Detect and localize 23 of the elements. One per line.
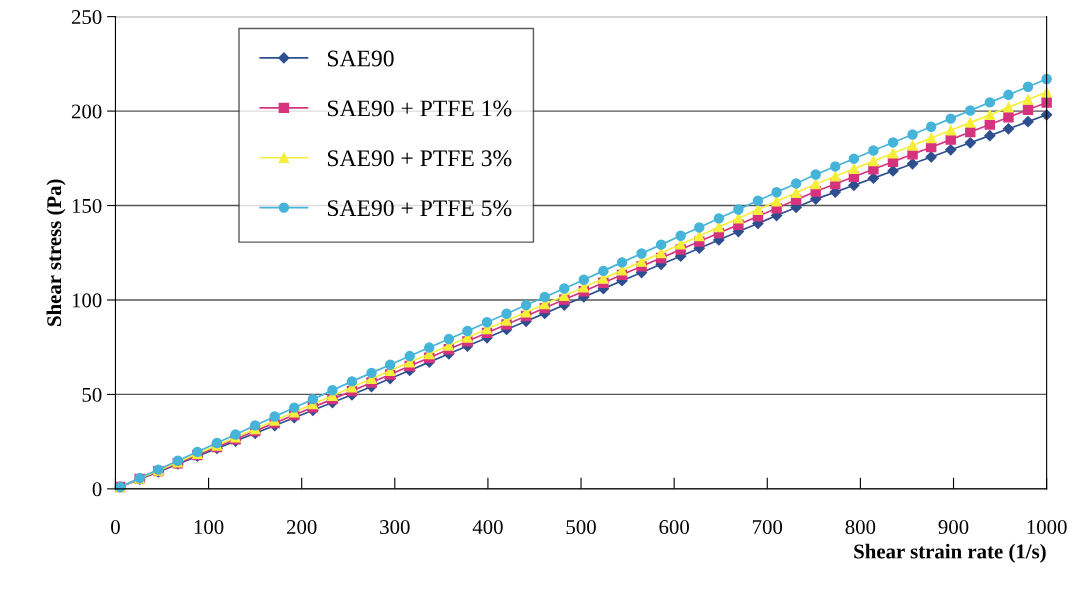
legend-label: SAE90 + PTFE 1% — [327, 100, 512, 117]
x-tick-label: 100 — [194, 520, 224, 535]
x-tick-label: 1000 — [1027, 520, 1067, 535]
x-tick-label: 400 — [472, 520, 503, 535]
x-tick-label: 600 — [659, 520, 689, 535]
x-tick-label: 200 — [286, 520, 317, 535]
x-tick-label: 700 — [753, 520, 783, 535]
legend-label: SAE90 + PTFE 3% — [327, 150, 512, 167]
x-tick-label: 500 — [566, 520, 596, 535]
y-tick-label: 0 — [92, 482, 102, 497]
x-tick-label: 900 — [938, 520, 969, 535]
y-tick-label: 250 — [71, 10, 102, 25]
y-tick-label: 150 — [72, 198, 102, 213]
legend-label: SAE90 + PTFE 5% — [327, 200, 512, 217]
legend-label: SAE90 — [327, 50, 394, 67]
x-tick-label: 800 — [845, 520, 876, 535]
y-tick-label: 100 — [72, 293, 102, 308]
x-tick-label: 0 — [111, 520, 120, 535]
y-tick-label: 200 — [71, 104, 102, 119]
x-axis-title: Shear strain rate (1/s) — [854, 543, 1046, 563]
x-tick-label: 300 — [380, 520, 410, 535]
y-tick-label: 50 — [82, 387, 102, 402]
y-axis-title: Shear stress (Pa) — [46, 179, 66, 326]
